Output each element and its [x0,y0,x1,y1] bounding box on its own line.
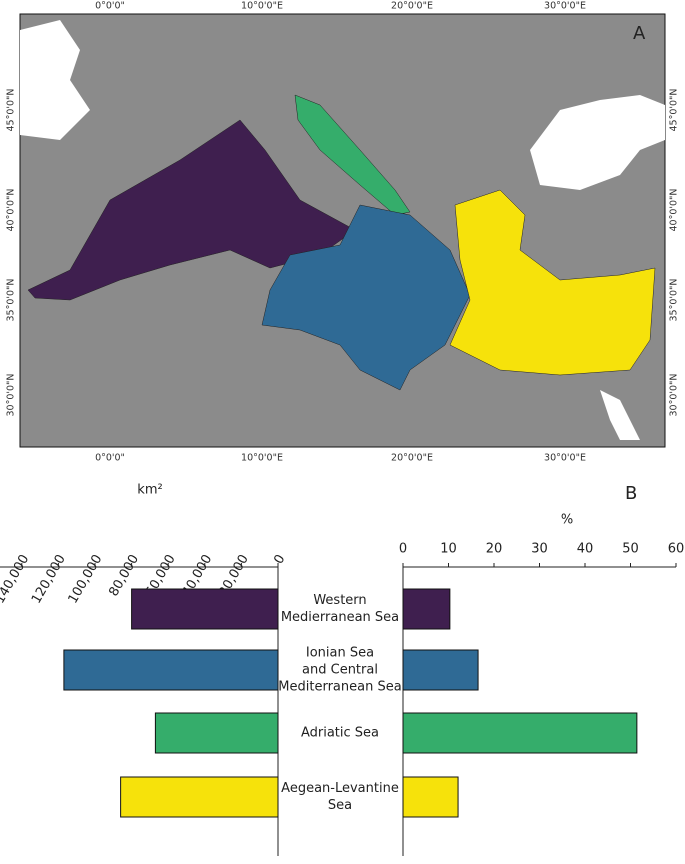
x-tick-label: 100,000 [66,552,106,606]
bar [402,588,451,630]
red-sea [600,390,640,440]
category-label: Mediterranean Sea [278,680,401,695]
x-tick-label: 0 [399,542,407,557]
category-label: Aegean-Levantine [281,781,399,796]
x-tick-label: 120,000 [29,552,69,606]
lon-label: 30°0'0"E [544,453,586,464]
lon-label: 10°0'0"E [241,453,283,464]
category-label: and Central [302,663,378,678]
map: A [19,13,666,448]
x-tick-label: 20 [486,542,503,557]
lat-label: 35°0'0"N [669,278,680,321]
aegean-levantine-region [449,189,656,376]
x-tick-label: 60 [668,542,685,557]
lon-label: 10°0'0"E [241,1,283,12]
bar [120,776,279,818]
category-label: Adriatic Sea [301,726,379,741]
lon-label: 0°0'0" [95,453,125,464]
axis-label: km² [137,483,162,498]
lat-label: 40°0'0"N [669,188,680,231]
atlantic [20,20,90,140]
lat-label: 30°0'0"N [6,373,17,416]
x-tick-label: 40 [577,542,594,557]
black-sea [530,95,665,190]
bar [131,588,279,630]
lon-label: 0°0'0" [95,1,125,12]
bar [402,776,459,818]
lat-label: 35°0'0"N [6,278,17,321]
category-label: Western [313,593,366,608]
bar [402,649,479,691]
bar [154,712,279,754]
category-label: Ionian Sea [306,646,374,661]
panel-label: A [633,23,646,44]
lon-label: 20°0'0"E [391,453,433,464]
bar [402,712,638,754]
lat-label: 45°0'0"N [669,88,680,131]
x-tick-label: 50 [622,542,639,557]
panel-label: B [625,483,637,504]
x-tick-label: 140,000 [0,552,32,606]
lon-label: 20°0'0"E [391,1,433,12]
lat-label: 30°0'0"N [669,373,680,416]
lat-label: 45°0'0"N [6,88,17,131]
lon-label: 30°0'0"E [544,1,586,12]
western-region [27,119,356,301]
ionian-region [261,204,471,391]
x-tick-label: 0 [271,552,288,567]
category-label: Medierranean Sea [281,610,399,625]
lat-label: 40°0'0"N [6,188,17,231]
x-tick-label: 30 [531,542,548,557]
x-tick-label: 10 [440,542,457,557]
bar [63,649,279,691]
category-label: Sea [328,798,352,813]
axis-label: % [561,513,573,528]
